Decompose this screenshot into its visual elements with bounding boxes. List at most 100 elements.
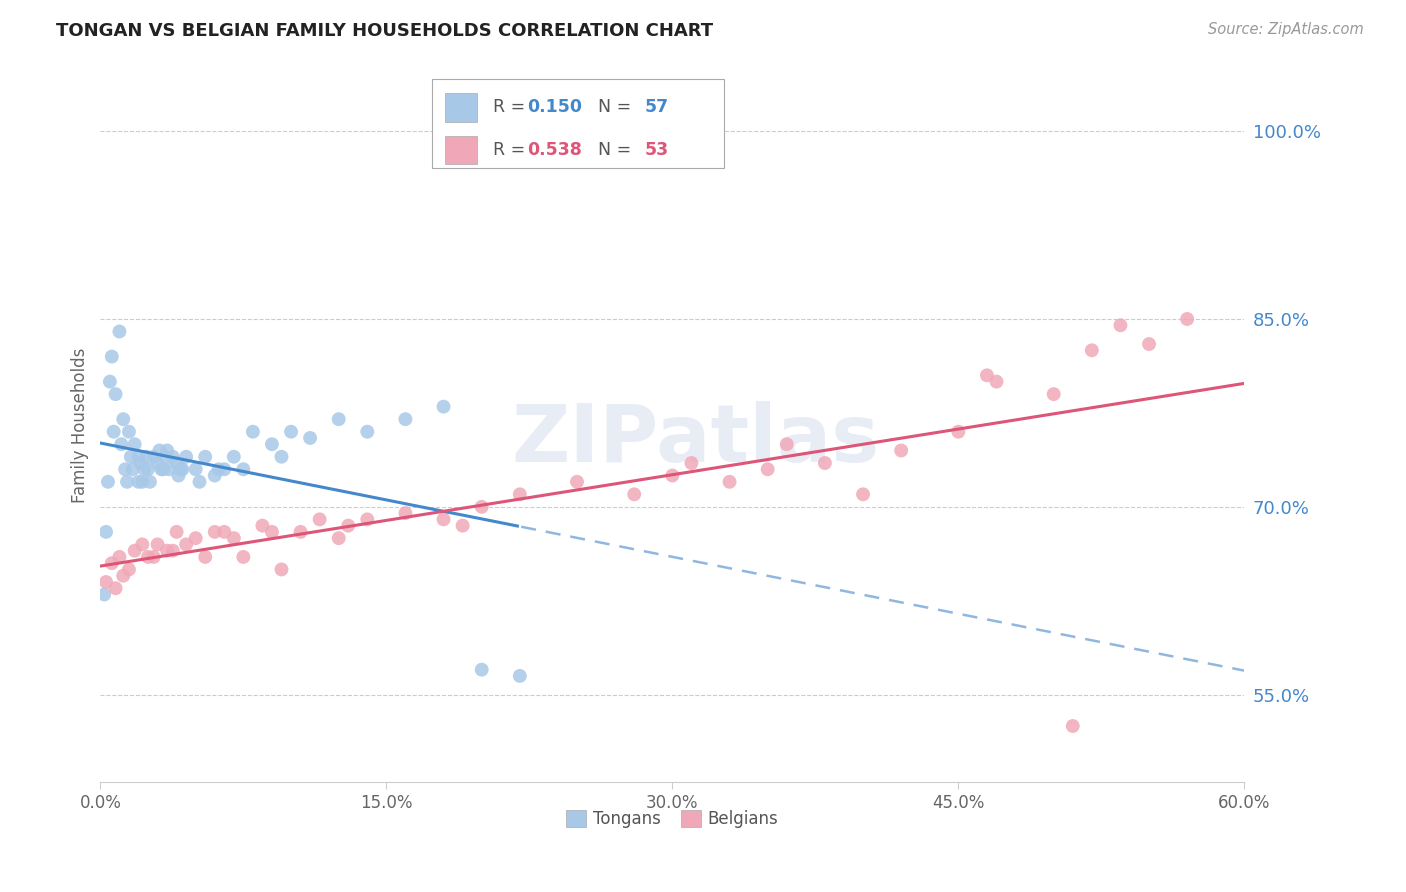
Point bbox=[890, 443, 912, 458]
Point bbox=[142, 549, 165, 564]
Point bbox=[127, 450, 149, 464]
Text: ZIPatlas: ZIPatlas bbox=[512, 401, 879, 479]
Point bbox=[156, 543, 179, 558]
Point bbox=[131, 475, 153, 489]
Point bbox=[207, 462, 229, 476]
Point bbox=[337, 518, 360, 533]
Point bbox=[976, 368, 998, 383]
Point bbox=[948, 425, 970, 439]
Point bbox=[98, 375, 121, 389]
Point bbox=[1109, 318, 1132, 333]
Point bbox=[167, 468, 190, 483]
Point bbox=[509, 669, 531, 683]
Text: 0.538: 0.538 bbox=[527, 141, 582, 159]
Point bbox=[94, 574, 117, 589]
Point bbox=[162, 450, 184, 464]
Point bbox=[356, 512, 378, 526]
Point bbox=[270, 450, 292, 464]
Point bbox=[104, 581, 127, 595]
Point bbox=[661, 468, 683, 483]
Point bbox=[356, 425, 378, 439]
Point bbox=[148, 443, 170, 458]
Point bbox=[136, 462, 159, 476]
Point bbox=[1042, 387, 1064, 401]
Point bbox=[104, 387, 127, 401]
Legend: Tongans, Belgians: Tongans, Belgians bbox=[560, 803, 785, 835]
Point bbox=[150, 462, 173, 476]
Point bbox=[432, 400, 454, 414]
Text: N =: N = bbox=[586, 141, 637, 159]
Point bbox=[162, 543, 184, 558]
Point bbox=[101, 350, 124, 364]
Point bbox=[188, 475, 211, 489]
Point bbox=[115, 475, 138, 489]
Point bbox=[114, 462, 136, 476]
Text: 53: 53 bbox=[645, 141, 669, 159]
Point bbox=[108, 549, 131, 564]
Point bbox=[174, 450, 197, 464]
Point bbox=[157, 462, 180, 476]
Point bbox=[153, 450, 176, 464]
Point bbox=[623, 487, 645, 501]
Point bbox=[394, 412, 416, 426]
Point bbox=[156, 443, 179, 458]
Point bbox=[194, 549, 217, 564]
Point bbox=[172, 462, 194, 476]
Point bbox=[328, 531, 350, 545]
Text: 0.150: 0.150 bbox=[527, 98, 582, 117]
Point bbox=[127, 475, 149, 489]
Point bbox=[471, 500, 494, 514]
Point bbox=[270, 562, 292, 576]
Point bbox=[214, 462, 236, 476]
Point bbox=[124, 543, 146, 558]
Y-axis label: Family Households: Family Households bbox=[72, 348, 89, 503]
Point bbox=[242, 425, 264, 439]
FancyBboxPatch shape bbox=[444, 136, 477, 164]
Point bbox=[152, 462, 174, 476]
Point bbox=[194, 450, 217, 464]
Point bbox=[509, 487, 531, 501]
Text: R =: R = bbox=[492, 141, 530, 159]
Point bbox=[204, 468, 226, 483]
Point bbox=[432, 512, 454, 526]
Point bbox=[814, 456, 837, 470]
Point bbox=[124, 437, 146, 451]
Point bbox=[1062, 719, 1084, 733]
Point bbox=[97, 475, 120, 489]
Point bbox=[260, 524, 283, 539]
Point bbox=[299, 431, 322, 445]
Point bbox=[718, 475, 741, 489]
Point bbox=[986, 375, 1008, 389]
Text: 57: 57 bbox=[645, 98, 669, 117]
Point bbox=[222, 531, 245, 545]
Point bbox=[101, 556, 124, 570]
Point bbox=[184, 531, 207, 545]
Point bbox=[110, 437, 132, 451]
Point bbox=[776, 437, 799, 451]
Point bbox=[166, 524, 188, 539]
Text: Source: ZipAtlas.com: Source: ZipAtlas.com bbox=[1208, 22, 1364, 37]
Text: N =: N = bbox=[586, 98, 637, 117]
Point bbox=[118, 562, 141, 576]
Text: R =: R = bbox=[492, 98, 530, 117]
Point bbox=[166, 456, 188, 470]
Point bbox=[118, 425, 141, 439]
Point bbox=[451, 518, 474, 533]
Point bbox=[252, 518, 274, 533]
Point bbox=[308, 512, 330, 526]
Point bbox=[565, 475, 588, 489]
Point bbox=[120, 450, 142, 464]
Point bbox=[280, 425, 302, 439]
Point bbox=[260, 437, 283, 451]
Point bbox=[121, 462, 143, 476]
Point bbox=[146, 537, 169, 551]
Point bbox=[103, 425, 125, 439]
Point bbox=[129, 456, 152, 470]
Text: TONGAN VS BELGIAN FAMILY HOUSEHOLDS CORRELATION CHART: TONGAN VS BELGIAN FAMILY HOUSEHOLDS CORR… bbox=[56, 22, 713, 40]
Point bbox=[232, 462, 254, 476]
Point bbox=[135, 450, 157, 464]
Point bbox=[184, 462, 207, 476]
Point bbox=[146, 456, 169, 470]
Point bbox=[222, 450, 245, 464]
Point bbox=[290, 524, 312, 539]
